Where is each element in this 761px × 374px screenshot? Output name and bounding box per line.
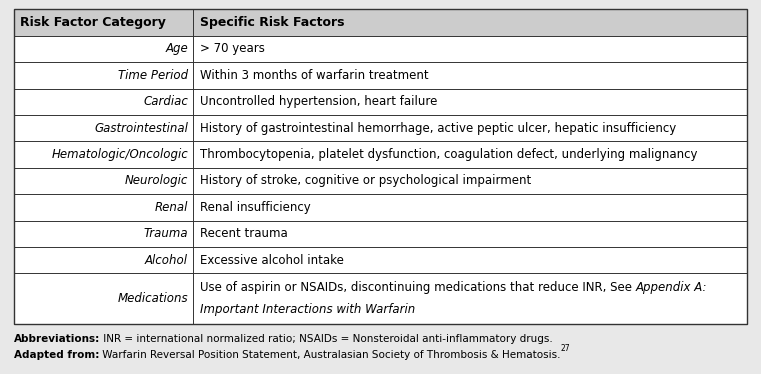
Text: Appendix A:: Appendix A:: [635, 281, 707, 294]
Text: Gastrointestinal: Gastrointestinal: [94, 122, 188, 135]
Text: Risk Factor Category: Risk Factor Category: [20, 16, 166, 29]
Text: 27: 27: [561, 344, 570, 353]
Text: Uncontrolled hypertension, heart failure: Uncontrolled hypertension, heart failure: [199, 95, 437, 108]
Text: Warfarin Reversal Position Statement, Australasian Society of Thrombosis & Hemat: Warfarin Reversal Position Statement, Au…: [99, 350, 561, 360]
Text: Trauma: Trauma: [144, 227, 188, 240]
Text: Specific Risk Factors: Specific Risk Factors: [199, 16, 344, 29]
Text: Important Interactions with Warfarin: Important Interactions with Warfarin: [199, 303, 415, 316]
Bar: [14, 36, 747, 324]
Text: INR = international normalized ratio; NSAIDs = Nonsteroidal anti-inflammatory dr: INR = international normalized ratio; NS…: [100, 334, 552, 344]
Text: Time Period: Time Period: [118, 69, 188, 82]
Text: Use of aspirin or NSAIDs, discontinuing medications that reduce INR, See: Use of aspirin or NSAIDs, discontinuing …: [199, 281, 635, 294]
Bar: [14, 9, 747, 324]
Text: Alcohol: Alcohol: [145, 254, 188, 267]
Text: Adapted from:: Adapted from:: [14, 350, 99, 360]
Text: History of stroke, cognitive or psychological impairment: History of stroke, cognitive or psycholo…: [199, 174, 530, 187]
Text: Renal insufficiency: Renal insufficiency: [199, 201, 310, 214]
Bar: [14, 9, 747, 36]
Text: Medications: Medications: [117, 292, 188, 305]
Text: Abbreviations:: Abbreviations:: [14, 334, 100, 344]
Text: History of gastrointestinal hemorrhage, active peptic ulcer, hepatic insufficien: History of gastrointestinal hemorrhage, …: [199, 122, 676, 135]
Text: Renal: Renal: [154, 201, 188, 214]
Text: Hematologic/Oncologic: Hematologic/Oncologic: [51, 148, 188, 161]
Text: Excessive alcohol intake: Excessive alcohol intake: [199, 254, 343, 267]
Text: > 70 years: > 70 years: [199, 43, 264, 55]
Text: Thrombocytopenia, platelet dysfunction, coagulation defect, underlying malignanc: Thrombocytopenia, platelet dysfunction, …: [199, 148, 697, 161]
Text: Cardiac: Cardiac: [143, 95, 188, 108]
Text: Within 3 months of warfarin treatment: Within 3 months of warfarin treatment: [199, 69, 428, 82]
Text: Recent trauma: Recent trauma: [199, 227, 287, 240]
Text: Neurologic: Neurologic: [125, 174, 188, 187]
Text: Age: Age: [165, 43, 188, 55]
